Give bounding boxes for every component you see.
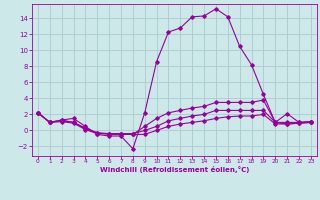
- X-axis label: Windchill (Refroidissement éolien,°C): Windchill (Refroidissement éolien,°C): [100, 166, 249, 173]
